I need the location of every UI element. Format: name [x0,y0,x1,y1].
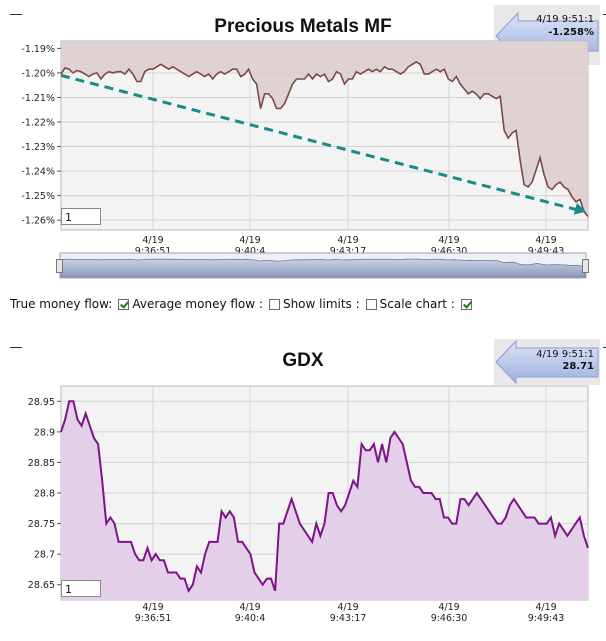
y-tick-label: -1.19% [21,44,55,55]
chart-title: Precious Metals MF [214,16,392,37]
x-tick-label-time: 9:46:30 [431,613,468,624]
collapse-icon[interactable] [10,347,22,348]
overview-left-handle[interactable] [56,259,63,273]
y-tick-label: 28.9 [34,427,55,438]
x-tick-label-date: 4/19 [142,235,163,246]
chart-panel-gdx: GDX 4/19 9:51:1 28.71 28.95 28.9 28.85 28.8… [0,338,606,641]
x-tick-label-time: 9:49:43 [528,246,565,257]
overview-right-handle[interactable] [582,259,589,273]
x-tick-label-time: 9:40:4 [235,613,266,624]
x-tick-label-date: 4/19 [535,602,556,613]
x-tick-label-date: 4/19 [337,602,358,613]
value-callout: 4/19 9:51:1 28.71 [494,339,600,385]
series-line [60,400,589,594]
y-tick-label: -1.24% [21,167,55,178]
callout-value: 28.71 [562,361,594,372]
scale-chart-checkbox-checked[interactable] [460,298,472,310]
callout-time: 4/19 9:51:1 [536,14,594,25]
series-area [61,401,588,600]
x-tick-label-date: 4/19 [535,235,556,246]
true-money-flow-label: True money flow: [10,297,113,311]
show-limits-label: Show limits : [282,297,360,311]
edge-marker [603,347,606,348]
callout-arrow-icon [494,339,600,385]
x-tick-label-date: 4/19 [142,602,163,613]
x-tick-label-time: 9:36:51 [135,613,172,624]
y-tick-label: -1.22% [21,118,55,129]
y-tick-label: -1.21% [21,93,55,104]
series-area [61,41,588,217]
x-tick-label-date: 4/19 [239,235,260,246]
chart-title: GDX [282,350,324,371]
x-tick-label-date: 4/19 [438,602,459,613]
x-tick-label-date: 4/19 [239,602,260,613]
y-tick-label: -1.20% [21,68,55,79]
overview-scrollbar[interactable] [55,249,590,281]
scale-chart-label: Scale chart : [379,297,455,311]
true-money-flow-checkbox[interactable] [118,298,130,310]
y-tick-label: 28.95 [28,397,55,408]
x-tick-label-date: 4/19 [337,235,358,246]
average-money-flow-label: Average money flow : [132,297,263,311]
x-tick-label-time: 9:43:17 [330,246,367,257]
y-tick-label: 28.85 [28,458,55,469]
chart-options: True money flow: Average money flow : Sh… [10,295,475,313]
show-limits-checkbox[interactable] [268,298,280,310]
series-line [60,60,589,218]
y-tick-label: 28.75 [28,519,55,530]
y-tick-label: -1.26% [21,216,55,227]
edge-marker [603,14,606,15]
collapse-icon[interactable] [10,14,22,15]
callout-value: -1.258% [548,27,594,38]
trend-arrowhead [573,203,586,215]
y-tick-label: 28.8 [34,489,55,500]
y-tick-label: 28.7 [34,550,55,561]
chart-panel-precious-metals: Precious Metals MF 4/19 9:51:1 -1.258% -… [0,0,606,320]
y-tick-label: 28.65 [28,580,55,591]
x-tick-label-time: 9:49:43 [528,613,565,624]
y-tick-label: -1.25% [21,191,55,202]
zoom-input[interactable]: 1 [61,580,101,597]
x-tick-label-date: 4/19 [438,235,459,246]
y-tick-label: -1.23% [21,142,55,153]
x-tick-label-time: 9:43:17 [330,613,367,624]
x-tick-label-time: 9:36:51 [135,246,172,257]
line-chart: -1.19% -1.20% -1.21% -1.22% -1.23% -1.24% -1.2… [21,40,589,257]
area-chart: 28.9528.928.8528.828.7528.728.654/199:36… [28,385,589,624]
zoom-input[interactable]: 1 [61,208,101,225]
scale-chart-checkbox[interactable] [365,298,377,310]
x-tick-label-time: 9:40:4 [235,246,266,257]
callout-time: 4/19 9:51:1 [536,349,594,360]
x-tick-label-time: 9:46:30 [431,246,468,257]
